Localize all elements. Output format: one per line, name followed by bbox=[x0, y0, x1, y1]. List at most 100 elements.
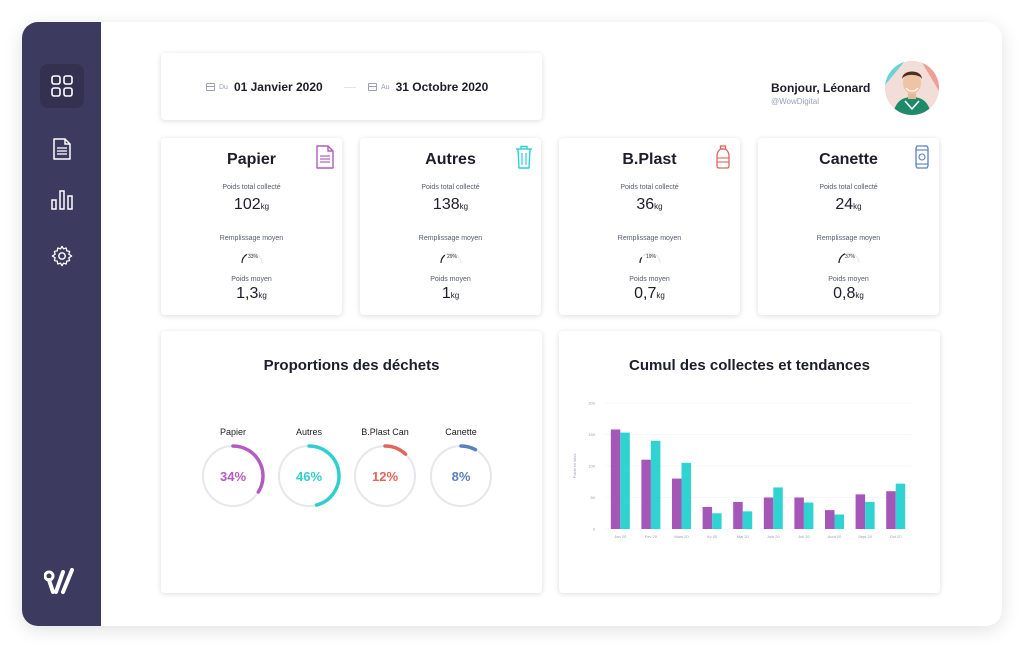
fill-gauge bbox=[838, 252, 860, 264]
date-range-card: Du 01 Janvier 2020 Au 31 Octobre 2020 bbox=[161, 53, 542, 120]
x-tick-label: Mars 20 bbox=[674, 534, 689, 539]
stat-card-bplast[interactable]: B.Plast Poids total collecté 36kg Rempli… bbox=[559, 138, 740, 315]
sidebar bbox=[22, 22, 101, 626]
bar bbox=[886, 491, 896, 529]
stat-title: B.Plast bbox=[622, 151, 677, 168]
calendar-icon bbox=[368, 83, 377, 91]
fill-value: 19% bbox=[645, 254, 656, 260]
donut-papier[interactable] bbox=[200, 443, 266, 509]
bar bbox=[733, 501, 743, 529]
donut-label: Autres bbox=[295, 427, 322, 437]
bar bbox=[620, 432, 630, 529]
x-tick-label: Mai 20 bbox=[737, 534, 750, 539]
fill-label: Remplissage moyen bbox=[617, 235, 682, 242]
total-weight-label: Poids total collecté bbox=[421, 184, 480, 191]
donut-arc bbox=[231, 444, 265, 494]
bar bbox=[763, 497, 774, 529]
sidebar-item-reports[interactable] bbox=[40, 127, 84, 171]
document-icon bbox=[53, 138, 71, 160]
x-tick-label: Av 20 bbox=[707, 534, 718, 539]
chart-title: Cumul des collectes et tendances bbox=[629, 357, 870, 374]
bar bbox=[610, 429, 621, 529]
bar bbox=[773, 487, 783, 529]
donut-label: B.Plast Can bbox=[361, 427, 409, 437]
gauge-fill bbox=[440, 254, 446, 264]
x-tick-label: Jan 20 bbox=[614, 534, 627, 539]
donut-arc bbox=[383, 444, 408, 456]
donut-canette[interactable] bbox=[428, 443, 494, 509]
brand-logo[interactable] bbox=[44, 568, 80, 596]
x-tick-label: Aout 20 bbox=[828, 534, 843, 539]
date-to[interactable]: Au 31 Octobre 2020 bbox=[368, 80, 488, 94]
sidebar-item-statistics[interactable] bbox=[40, 178, 84, 222]
stat-card-papier[interactable]: Papier Poids total collecté 102kg Rempli… bbox=[161, 138, 342, 315]
y-tick-label: 100 bbox=[588, 464, 595, 469]
sidebar-item-settings[interactable] bbox=[40, 234, 84, 278]
total-weight-label: Poids total collecté bbox=[620, 184, 679, 191]
app-window: Du 01 Janvier 2020 Au 31 Octobre 2020 Bo… bbox=[22, 22, 1002, 626]
trash-icon bbox=[516, 145, 532, 169]
fill-gauge bbox=[241, 252, 263, 264]
y-tick-label: 50 bbox=[591, 495, 596, 500]
avatar-image bbox=[885, 61, 939, 115]
avg-weight-label: Poids moyen bbox=[828, 276, 869, 283]
user-handle: @WowDigital bbox=[771, 97, 819, 106]
donut-arc bbox=[459, 444, 478, 452]
bar bbox=[641, 459, 651, 529]
avg-weight-value: 1kg bbox=[441, 285, 460, 302]
donut-label: Papier bbox=[219, 427, 246, 437]
gauge-fill bbox=[241, 253, 248, 264]
bar bbox=[742, 511, 753, 529]
sidebar-item-dashboard[interactable] bbox=[40, 64, 84, 108]
gear-icon bbox=[51, 245, 73, 267]
date-to-prefix: Au bbox=[381, 83, 390, 91]
stat-card-autres[interactable]: Autres Poids total collecté 138kg Rempli… bbox=[360, 138, 541, 315]
proportions-panel: Proportions des déchets Papier 34% Autre… bbox=[161, 331, 542, 593]
x-tick-label: Sept 20 bbox=[858, 534, 873, 539]
fill-value: 29% bbox=[446, 254, 457, 260]
stat-card-canette[interactable]: Canette Poids total collecté 24kg Rempli… bbox=[758, 138, 939, 315]
stat-title: Canette bbox=[819, 151, 878, 168]
bar bbox=[650, 440, 661, 529]
y-tick-label: 150 bbox=[588, 432, 595, 437]
date-separator bbox=[344, 87, 356, 88]
bar bbox=[834, 514, 844, 529]
donut-value: 8% bbox=[451, 469, 471, 484]
total-weight-value: 36kg bbox=[636, 196, 663, 213]
donut-value: 46% bbox=[295, 469, 323, 484]
date-from-prefix: Du bbox=[219, 83, 228, 91]
total-weight-label: Poids total collecté bbox=[222, 184, 281, 191]
trend-chart-panel: Cumul des collectes et tendances 0 50 100 1… bbox=[559, 331, 940, 593]
avatar[interactable] bbox=[885, 61, 939, 115]
bottle-icon bbox=[716, 145, 730, 169]
donut-autres[interactable] bbox=[276, 443, 342, 509]
donut-value: 12% bbox=[371, 469, 399, 484]
total-weight-label: Poids total collecté bbox=[819, 184, 878, 191]
donut-bplast[interactable] bbox=[352, 443, 418, 509]
x-tick-label: Juil 20 bbox=[798, 534, 810, 539]
fill-gauge bbox=[639, 252, 661, 264]
fill-gauge bbox=[440, 252, 462, 264]
bar bbox=[855, 494, 866, 529]
calendar-icon bbox=[206, 83, 215, 91]
fill-label: Remplissage moyen bbox=[816, 235, 881, 242]
document-icon bbox=[316, 145, 334, 169]
x-tick-label: Oct 20 bbox=[890, 534, 903, 539]
avg-weight-label: Poids moyen bbox=[629, 276, 670, 283]
gauge-fill bbox=[838, 253, 846, 264]
bar bbox=[702, 506, 713, 529]
user-greeting: Bonjour, Léonard bbox=[771, 81, 871, 95]
avg-weight-value: 0,7kg bbox=[634, 285, 665, 302]
fill-value: 33% bbox=[247, 254, 258, 260]
x-tick-label: Juin 20 bbox=[767, 534, 781, 539]
proportions-title: Proportions des déchets bbox=[263, 357, 440, 374]
x-tick-label: Fev 20 bbox=[645, 534, 658, 539]
y-axis-label: Poids en kilos bbox=[572, 454, 577, 479]
bar bbox=[794, 497, 804, 529]
date-to-value: 31 Octobre 2020 bbox=[395, 80, 489, 94]
grid-icon bbox=[51, 75, 73, 97]
donut-arc bbox=[307, 444, 341, 507]
stat-title: Papier bbox=[227, 151, 276, 168]
avg-weight-value: 0,8kg bbox=[833, 285, 864, 302]
date-from[interactable]: Du 01 Janvier 2020 bbox=[206, 80, 323, 94]
